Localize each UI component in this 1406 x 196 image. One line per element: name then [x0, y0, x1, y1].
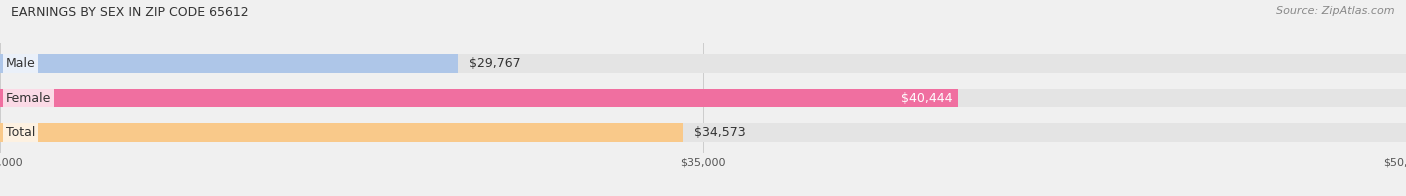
Text: $29,767: $29,767: [470, 57, 520, 70]
Bar: [0, 54, 458, 73]
Text: Source: ZipAtlas.com: Source: ZipAtlas.com: [1277, 6, 1395, 16]
Bar: [0, 89, 957, 107]
Text: Female: Female: [6, 92, 51, 104]
Text: $34,573: $34,573: [695, 126, 745, 139]
Bar: [0, 89, 1406, 107]
Bar: [0, 54, 1406, 73]
Bar: [0, 123, 1406, 142]
Text: Total: Total: [6, 126, 35, 139]
Bar: [0, 123, 683, 142]
Text: Male: Male: [6, 57, 35, 70]
Text: EARNINGS BY SEX IN ZIP CODE 65612: EARNINGS BY SEX IN ZIP CODE 65612: [11, 6, 249, 19]
Text: $40,444: $40,444: [901, 92, 952, 104]
